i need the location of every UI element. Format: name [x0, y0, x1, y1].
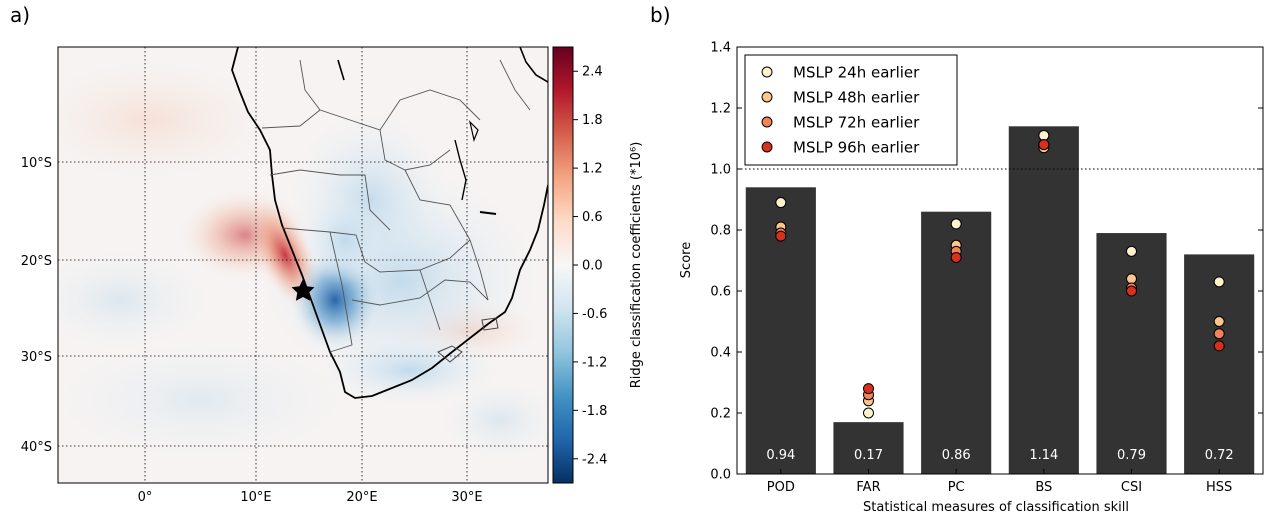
y-tick-label: 0.8 — [710, 224, 731, 239]
y-tick-label: 1.0 — [710, 163, 731, 178]
x-tick-label: HSS — [1206, 480, 1232, 495]
colorbar — [552, 46, 574, 484]
series-point — [775, 197, 787, 209]
map-lon-ticks: 0° 10°E 20°E 30°E — [138, 490, 483, 505]
bar-csi — [1096, 233, 1167, 474]
panel-b-label: b) — [650, 3, 671, 27]
series-point — [950, 218, 962, 230]
y-axis-label: Score — [679, 242, 694, 278]
country-borders — [261, 59, 531, 353]
bar-hss — [1184, 254, 1255, 474]
colorbar-tick-label: 1.8 — [582, 113, 603, 128]
map-lat-ticks: 10°S 20°S 30°S 40°S — [21, 156, 52, 455]
colorbar-tick-label: -1.8 — [582, 404, 607, 419]
y-tick-label: 0.2 — [710, 407, 731, 422]
lon-tick: 0° — [138, 490, 153, 505]
y-tick-label: 1.4 — [710, 41, 731, 56]
colorbar-tick-label: 1.2 — [582, 162, 603, 177]
legend-label: MSLP 96h earlier — [793, 139, 920, 157]
panel-a-label: a) — [10, 3, 30, 27]
map-frame — [57, 46, 549, 484]
y-tick-label: 0.0 — [710, 468, 731, 483]
legend-label: MSLP 48h earlier — [793, 89, 920, 107]
legend-label: MSLP 72h earlier — [793, 114, 920, 132]
legend-marker — [761, 91, 773, 103]
lon-tick: 30°E — [451, 490, 482, 505]
series-point — [1126, 285, 1137, 297]
colorbar-tick-label: -1.2 — [582, 355, 607, 370]
series-point — [1213, 340, 1225, 352]
x-axis-label: Statistical measures of classification s… — [863, 500, 1129, 515]
colorbar-ticks: 2.4 1.8 1.2 0.6 0.0 -0.6 -1.2 -1.8 -2.4 — [573, 65, 607, 467]
x-tick-label: FAR — [856, 480, 880, 495]
colorbar-tick-label: 0.6 — [582, 210, 603, 225]
colorbar-label: Ridge classification coefficients (*10⁶) — [629, 142, 644, 389]
legend-box — [744, 54, 958, 166]
colorbar-tick-label: 0.0 — [582, 259, 603, 274]
bar-value-label: 0.94 — [766, 448, 795, 463]
series-point — [950, 251, 962, 263]
colorbar-tick-label: -2.4 — [582, 452, 607, 467]
bar-value-label: 1.14 — [1029, 448, 1058, 463]
x-tick-label: BS — [1035, 480, 1052, 495]
legend-label: MSLP 24h earlier — [793, 64, 920, 82]
lat-tick: 10°S — [21, 156, 52, 171]
bar-far — [833, 422, 904, 474]
lat-tick: 40°S — [21, 440, 52, 455]
lon-tick: 20°E — [346, 490, 377, 505]
x-tick-label: POD — [767, 480, 795, 495]
x-tick-label: CSI — [1121, 480, 1142, 495]
star-marker — [291, 279, 315, 301]
series-point — [863, 383, 874, 395]
legend: MSLP 24h earlier MSLP 48h earlier MSLP 72h… — [744, 54, 958, 166]
lat-tick: 30°S — [21, 350, 52, 365]
map-gridlines — [58, 47, 548, 483]
plot-frame — [736, 46, 1264, 475]
series-point — [1038, 129, 1050, 141]
legend-marker — [761, 66, 773, 78]
series-point — [1213, 276, 1225, 288]
series-point — [1038, 139, 1050, 151]
lon-tick: 10°E — [240, 490, 271, 505]
y-tick-label: 0.4 — [710, 346, 731, 361]
y-tick-label: 0.6 — [710, 285, 731, 300]
series-point — [775, 230, 787, 242]
bar-bs — [1008, 126, 1079, 475]
y-tick-label: 1.2 — [710, 102, 731, 117]
coastline — [231, 47, 548, 399]
bar-value-label: 0.17 — [854, 448, 883, 463]
series-point — [863, 407, 874, 419]
series-point — [1126, 273, 1137, 285]
colorbar-tick-label: -0.6 — [582, 307, 607, 322]
series-point — [1213, 328, 1225, 340]
bar-value-label: 0.86 — [942, 448, 971, 463]
bar-value-label: 0.72 — [1205, 448, 1234, 463]
lat-tick: 20°S — [21, 254, 52, 269]
map-panel — [58, 47, 548, 483]
bar-chart: 0.94 0.17 0.86 1.14 0.79 0.72 0.0 0.2 0.4 0.6 0.8 1… — [710, 41, 1264, 495]
legend-marker — [761, 116, 773, 128]
series-point — [1126, 245, 1137, 257]
legend-marker — [761, 141, 773, 153]
series-point — [1213, 316, 1225, 327]
colorbar-tick-label: 2.4 — [582, 65, 603, 80]
x-tick-label: PC — [948, 480, 965, 495]
bar-value-label: 0.79 — [1117, 448, 1146, 463]
